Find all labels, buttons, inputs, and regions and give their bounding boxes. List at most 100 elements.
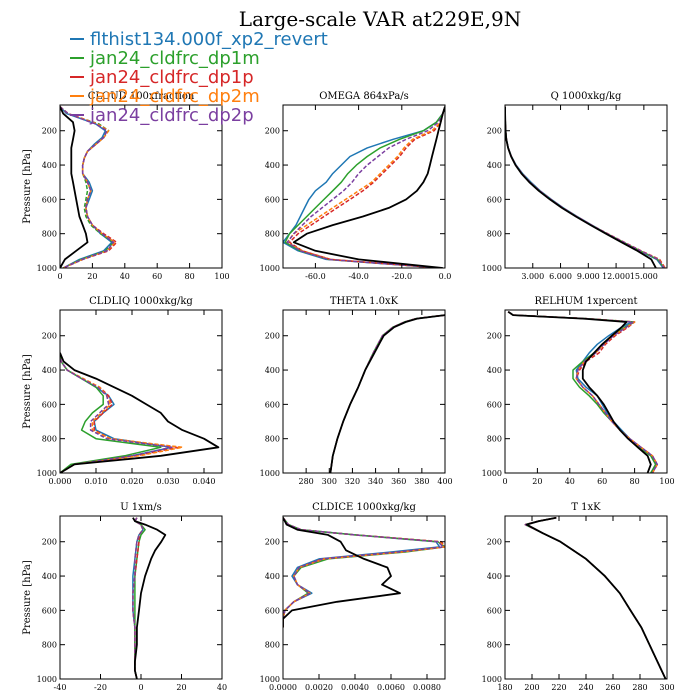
y-tick-label: 800 [265, 435, 280, 444]
series-line-3 [283, 517, 445, 628]
series-group [283, 517, 445, 628]
series-line-2 [507, 311, 659, 473]
x-tick-label: 40 [217, 683, 227, 692]
x-tick-label: 280 [299, 477, 314, 486]
series-line-4 [329, 314, 445, 473]
x-tick-label: 300 [659, 683, 674, 692]
series-line-4 [60, 352, 173, 473]
y-tick-label: 400 [265, 161, 280, 170]
series-line-1 [329, 314, 445, 473]
y-tick-label: 600 [487, 195, 502, 204]
series-line-2 [283, 517, 445, 628]
x-tick-label: 40 [120, 272, 130, 281]
x-tick-label: 380 [414, 477, 429, 486]
series-line-4 [507, 311, 659, 473]
y-tick-label: 200 [265, 538, 280, 547]
y-tick-label: 800 [265, 230, 280, 239]
y-tick-label: 400 [42, 366, 57, 375]
x-tick-label: 360 [391, 477, 406, 486]
y-tick-label: 600 [265, 400, 280, 409]
x-tick-label: 100 [659, 477, 674, 486]
x-tick-label: 20 [176, 683, 186, 692]
x-tick-label: -40 [54, 683, 67, 692]
series-line-1 [284, 106, 445, 268]
x-tick-label: 0.000 [49, 477, 72, 486]
series-group [132, 517, 167, 679]
panel-7: 0.0000 0.0020 0.0040 0.0060 0.0080 200 400 600 8… [260, 502, 446, 692]
x-tick-label: 300 [322, 477, 337, 486]
series-line-0 [507, 311, 657, 473]
legend-label: jan24_cldfrc_dp1m [89, 48, 260, 69]
series-group [507, 310, 659, 473]
series-line-4 [283, 517, 444, 628]
series-line-5 [525, 516, 667, 679]
series-line-0 [329, 314, 445, 473]
y-tick-label: 1000 [37, 675, 57, 684]
series-line-4 [286, 106, 445, 268]
y-tick-label: 600 [265, 606, 280, 615]
series-line-4 [524, 516, 667, 679]
x-tick-label: 280 [632, 683, 647, 692]
x-tick-label: 0.0 [439, 272, 452, 281]
series-line-5 [329, 314, 445, 473]
series-line-5 [60, 106, 89, 268]
y-axis-label: Pressure [hPa] [22, 560, 33, 635]
panel-title: THETA 1.0xK [330, 296, 399, 307]
y-tick-label: 1000 [37, 469, 57, 478]
series-line-5 [132, 517, 167, 679]
y-tick-label: 200 [487, 538, 502, 547]
legend-label: flthist134.000f_xp2_revert [90, 29, 328, 50]
y-tick-label: 1000 [482, 469, 502, 478]
plot-frame [504, 104, 668, 269]
x-tick-label: 0.0040 [341, 683, 369, 692]
series-line-5 [507, 310, 652, 473]
x-tick-label: 100 [214, 272, 229, 281]
panel-title: RELHUM 1xpercent [534, 296, 637, 307]
panel-8: 180 200 220 240 260 280 300 200 400 600 800 1000 T 1… [482, 502, 675, 692]
y-tick-label: 600 [42, 195, 57, 204]
series-group [60, 352, 220, 473]
plot-frame [282, 515, 446, 680]
y-tick-label: 1000 [482, 675, 502, 684]
x-tick-label: -60.0 [305, 272, 326, 281]
legend-label: jan24_cldfrc_dp1p [89, 67, 254, 88]
y-tick-label: 800 [265, 641, 280, 650]
x-tick-label: 40 [565, 477, 575, 486]
legend-item: jan24_cldfrc_dp2p [70, 105, 254, 126]
series-line-5 [60, 352, 220, 473]
x-tick-label: -20.0 [392, 272, 413, 281]
x-tick-label: 180 [497, 683, 512, 692]
series-line-3 [507, 311, 659, 473]
y-tick-label: 600 [487, 606, 502, 615]
panel-title: U 1xm/s [120, 502, 162, 513]
x-tick-label: 0.0060 [377, 683, 405, 692]
y-tick-label: 200 [487, 332, 502, 341]
y-tick-label: 200 [42, 538, 57, 547]
series-line-2 [524, 516, 667, 679]
series-line-1 [524, 516, 667, 679]
y-axis-label: Pressure [hPa] [22, 354, 33, 429]
y-tick-label: 400 [42, 161, 57, 170]
panel-title: CLDICE 1000xkg/kg [312, 502, 416, 513]
x-tick-label: 240 [578, 683, 593, 692]
series-line-0 [524, 516, 667, 679]
x-tick-label: 0.040 [193, 477, 216, 486]
x-tick-label: 0.010 [85, 477, 108, 486]
plot-frame [504, 309, 668, 474]
panel-5: 0 20 40 60 80 100 200 400 600 800 1000 RELHUM 1xper… [482, 296, 675, 486]
y-tick-label: 800 [487, 641, 502, 650]
x-tick-label: 80 [630, 477, 640, 486]
x-tick-label: 0 [138, 683, 143, 692]
x-tick-label: 220 [551, 683, 566, 692]
panel-title: T 1xK [571, 502, 601, 513]
y-tick-label: 1000 [260, 469, 280, 478]
plot-frame [282, 104, 446, 269]
y-tick-label: 400 [265, 572, 280, 581]
series-line-3 [329, 314, 445, 473]
x-tick-label: 15.000 [630, 272, 658, 281]
y-tick-label: 200 [265, 332, 280, 341]
plot-frame [59, 309, 223, 474]
x-tick-label: 260 [605, 683, 620, 692]
series-line-2 [288, 106, 445, 268]
x-tick-label: -40.0 [348, 272, 369, 281]
